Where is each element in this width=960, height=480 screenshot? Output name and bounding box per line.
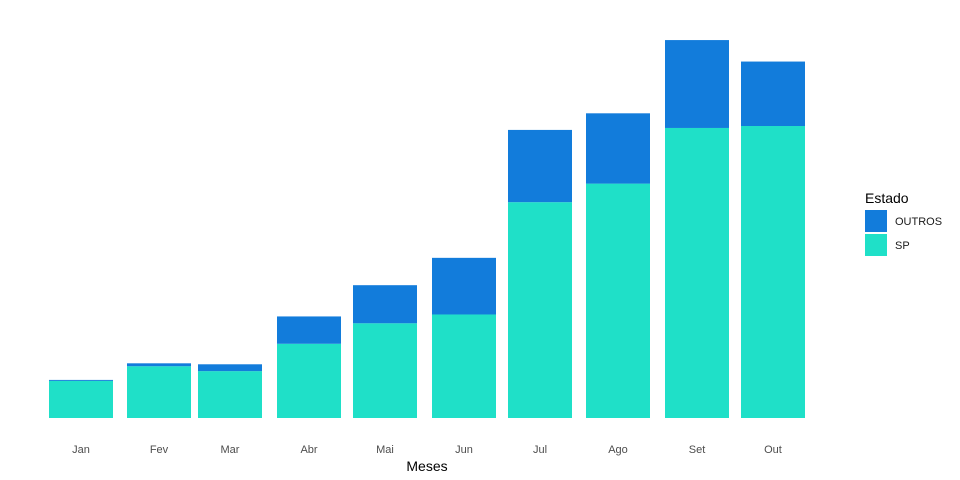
bar-outros-jun [432,257,496,315]
x-tick-label: Jan [72,444,90,456]
x-tick-label: Mar [221,444,240,456]
bar-sp-ago [586,183,650,418]
bars-layer [49,40,805,418]
bar-outros-set [665,40,729,128]
x-tick-label: Fev [150,444,169,456]
x-tick-label: Mai [376,444,394,456]
bar-outros-jul [508,129,572,203]
bar-sp-jul [508,202,572,418]
bar-sp-mar [198,371,262,418]
legend-label-sp: SP [895,240,910,252]
legend-label-outros: OUTROS [895,216,942,228]
bar-outros-abr [277,316,341,344]
bar-sp-jun [432,314,496,418]
bar-sp-set [665,127,729,418]
bar-sp-mai [353,323,417,418]
legend-items: OUTROS SP [865,210,942,256]
x-tick-labels: Jan Fev Mar Abr Mai Jun Jul Ago Set Out [72,444,782,456]
bar-outros-ago [586,113,650,184]
bar-outros-jan [49,379,113,381]
legend-title: Estado [865,190,909,206]
legend-swatch-outros [865,210,887,232]
x-tick-label: Jun [455,444,473,456]
bar-sp-abr [277,343,341,418]
legend-swatch-sp [865,234,887,256]
bar-outros-out [741,61,805,127]
x-tick-label: Abr [300,444,317,456]
bar-sp-fev [127,366,191,418]
x-tick-label: Out [764,444,782,456]
bar-sp-jan [49,380,113,418]
x-tick-label: Jul [533,444,547,456]
x-axis-title: Meses [406,458,447,474]
legend: Estado OUTROS SP [865,190,942,256]
x-tick-label: Ago [608,444,628,456]
bar-sp-out [741,126,805,418]
bar-outros-mar [198,364,262,372]
bar-outros-mai [353,285,417,324]
bar-outros-fev [127,363,191,367]
x-tick-label: Set [689,444,706,456]
